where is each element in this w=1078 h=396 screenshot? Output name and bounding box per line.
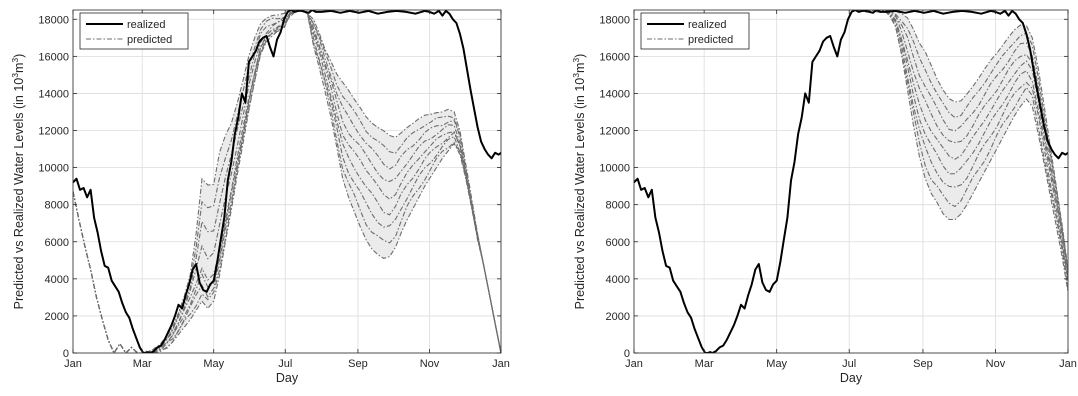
label-part: Predicted vs Realized Water Levels (in 1… <box>573 78 587 310</box>
y-tick-label: 8000 <box>45 200 69 212</box>
label-part: m <box>12 63 26 73</box>
chart-panel-1: Jan Mar May Jul Sep Nov Jan0200040006000800010… <box>10 9 510 385</box>
x-tick-label: Sep <box>348 358 368 370</box>
plot-area <box>73 10 501 353</box>
x-tick-label: Jul <box>842 358 856 370</box>
superscript: 3 <box>571 73 581 78</box>
x-tick-label: May <box>766 358 787 370</box>
y-tick-label: 4000 <box>45 274 69 286</box>
label-part: ) <box>573 54 587 58</box>
y-tick-label: 4000 <box>606 274 630 286</box>
x-tick-label: Jan <box>64 358 82 370</box>
axes-box <box>633 9 1069 354</box>
superscript: 3 <box>571 58 581 63</box>
y-tick-label: 18000 <box>38 14 69 26</box>
y-tick-label: 2000 <box>606 311 630 323</box>
predicted-trace-7 <box>855 10 1068 274</box>
predicted-trace-1 <box>855 10 1068 292</box>
superscript: 3 <box>10 58 20 63</box>
y-tick-label: 16000 <box>38 51 69 63</box>
x-tick-label: May <box>203 358 224 370</box>
predicted-trace-3 <box>73 10 501 353</box>
x-tick-label: Jan <box>492 358 510 370</box>
x-tick-label: Jan <box>625 358 643 370</box>
legend-predicted-label: predicted <box>688 34 733 46</box>
realized-line <box>73 10 501 353</box>
x-axis: Jan Mar May Jul Sep Nov Jan <box>64 10 510 370</box>
y-tick-label: 14000 <box>38 88 69 100</box>
legend-box <box>640 12 750 50</box>
label-part: Predicted vs Realized Water Levels (in 1… <box>12 78 26 310</box>
predicted-trace-3 <box>855 10 1068 282</box>
legend: realized predicted <box>79 12 189 50</box>
plot-content <box>634 10 1068 353</box>
legend-predicted-label: predicted <box>127 34 172 46</box>
x-tick-label: Sep <box>913 358 933 370</box>
y-axis: 0 2000 4000 6000 8000 10000 12000 14000 16000 180… <box>599 14 1068 360</box>
y-tick-label: 6000 <box>45 237 69 249</box>
y-axis: 0 2000 4000 6000 8000 10000 12000 14000 16000 180… <box>38 14 501 360</box>
y-axis-label: Predicted vs Realized Water Levels (in 1… <box>10 54 26 310</box>
y-tick-label: 6000 <box>606 237 630 249</box>
x-tick-label: Mar <box>133 358 152 370</box>
x-tick-label: Jul <box>278 358 292 370</box>
predicted-trace-4 <box>855 10 1068 281</box>
predicted-trace-5 <box>73 10 501 353</box>
legend-box <box>79 12 189 50</box>
y-tick-label: 12000 <box>599 126 630 138</box>
x-axis-label: Day <box>840 371 863 385</box>
y-axis-label: Predicted vs Realized Water Levels (in 1… <box>571 54 587 310</box>
y-tick-label: 12000 <box>38 126 69 138</box>
x-tick-label: Nov <box>420 358 440 370</box>
legend-realized-label: realized <box>127 19 166 31</box>
x-axis: Jan Mar May Jul Sep Nov Jan <box>625 10 1077 370</box>
legend: realized predicted <box>640 12 750 50</box>
x-tick-label: Mar <box>695 358 714 370</box>
y-tick-label: 0 <box>624 348 630 360</box>
y-tick-label: 10000 <box>599 163 630 175</box>
label-part: m <box>573 63 587 73</box>
y-tick-label: 0 <box>63 348 69 360</box>
realized-line <box>634 10 1068 353</box>
chart-panel-2: Jan Mar May Jul Sep Nov Jan0200040006000800010… <box>571 9 1077 385</box>
y-tick-label: 2000 <box>45 311 69 323</box>
legend-realized-label: realized <box>688 19 727 31</box>
y-tick-label: 16000 <box>599 51 630 63</box>
x-axis-label: Day <box>276 371 299 385</box>
label-part: ) <box>12 54 26 58</box>
superscript: 3 <box>10 73 20 78</box>
predicted-trace-2 <box>855 10 1068 290</box>
predicted-trace-1 <box>73 10 501 353</box>
predicted-trace-6 <box>855 10 1068 272</box>
x-tick-label: Nov <box>986 358 1006 370</box>
axes-box <box>72 9 502 354</box>
y-tick-label: 8000 <box>606 200 630 212</box>
y-tick-label: 10000 <box>38 163 69 175</box>
x-tick-label: Jan <box>1059 358 1077 370</box>
y-tick-label: 18000 <box>599 14 630 26</box>
y-tick-label: 14000 <box>599 88 630 100</box>
